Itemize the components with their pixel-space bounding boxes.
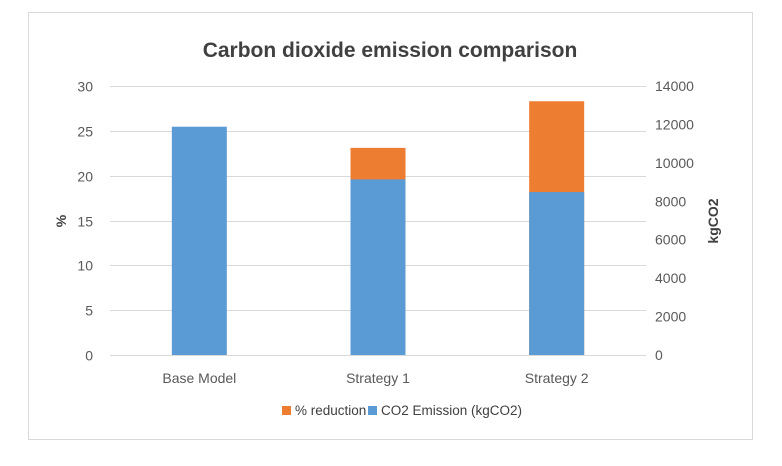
legend-swatch-co2 — [368, 406, 377, 415]
left-tick-label: 15 — [77, 214, 93, 230]
right-tick-label: 6000 — [655, 232, 686, 248]
left-axis-ticks: 0 5 10 15 20 25 30 — [77, 79, 93, 364]
bar-co2-emission — [350, 179, 406, 355]
x-tick-label: Base Model — [162, 370, 236, 386]
right-axis-ticks: 0 2000 4000 6000 8000 10000 12000 14000 — [655, 78, 694, 363]
legend-swatch-reduction — [282, 406, 291, 415]
x-tick-label: Strategy 1 — [346, 370, 410, 386]
bar-co2-emission — [529, 192, 585, 355]
right-tick-label: 4000 — [655, 270, 686, 286]
left-tick-label: 20 — [77, 169, 93, 185]
legend: % reduction CO2 Emission (kgCO2) — [282, 403, 522, 418]
x-tick-label: Strategy 2 — [525, 370, 589, 386]
right-tick-label: 10000 — [655, 155, 694, 171]
legend-label-reduction: % reduction — [295, 403, 366, 418]
left-tick-label: 0 — [85, 348, 93, 364]
x-axis-labels: Base Model Strategy 1 Strategy 2 — [162, 370, 588, 386]
right-tick-label: 8000 — [655, 193, 686, 209]
right-tick-label: 2000 — [655, 309, 686, 325]
right-tick-label: 0 — [655, 347, 663, 363]
chart-title: Carbon dioxide emission comparison — [203, 39, 578, 62]
right-tick-label: 14000 — [655, 78, 694, 94]
left-tick-label: 30 — [77, 79, 93, 95]
left-tick-label: 25 — [77, 124, 93, 140]
left-tick-label: 5 — [85, 303, 93, 319]
bar-co2-emission — [171, 126, 227, 355]
bars — [171, 101, 585, 355]
legend-label-co2: CO2 Emission (kgCO2) — [381, 403, 522, 418]
right-axis-title: kgCO2 — [705, 198, 721, 243]
right-tick-label: 12000 — [655, 116, 694, 132]
left-tick-label: 10 — [77, 258, 93, 274]
left-axis-title: % — [53, 214, 69, 227]
